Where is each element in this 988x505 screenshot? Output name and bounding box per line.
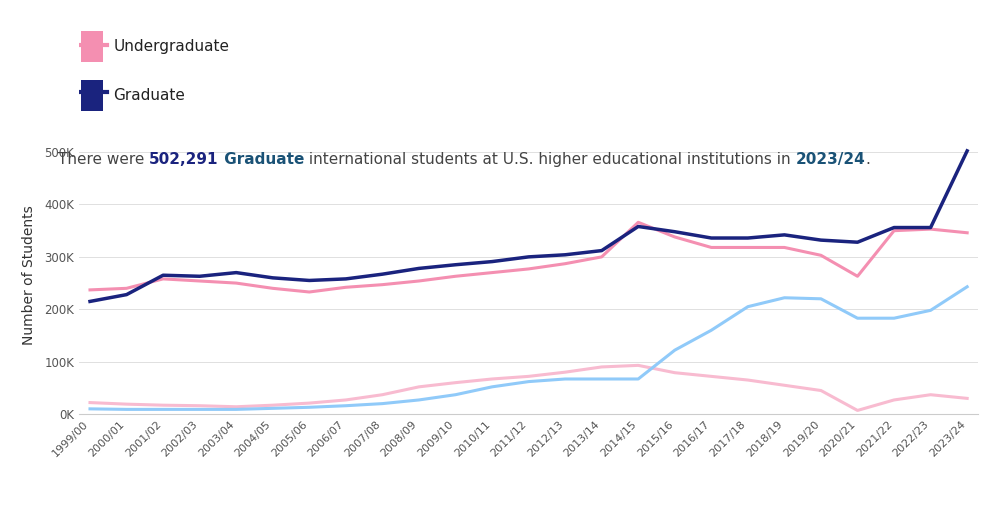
Text: Graduate: Graduate	[218, 152, 304, 167]
FancyBboxPatch shape	[81, 80, 103, 111]
Text: There were: There were	[58, 152, 149, 167]
Y-axis label: Number of Students: Number of Students	[22, 206, 36, 345]
Text: 502,291: 502,291	[149, 152, 218, 167]
Text: 2023/24: 2023/24	[795, 152, 865, 167]
Text: .: .	[865, 152, 870, 167]
FancyBboxPatch shape	[81, 31, 103, 63]
Text: Graduate: Graduate	[114, 88, 186, 103]
Text: international students at U.S. higher educational institutions in: international students at U.S. higher ed…	[304, 152, 795, 167]
Text: Undergraduate: Undergraduate	[114, 39, 229, 55]
